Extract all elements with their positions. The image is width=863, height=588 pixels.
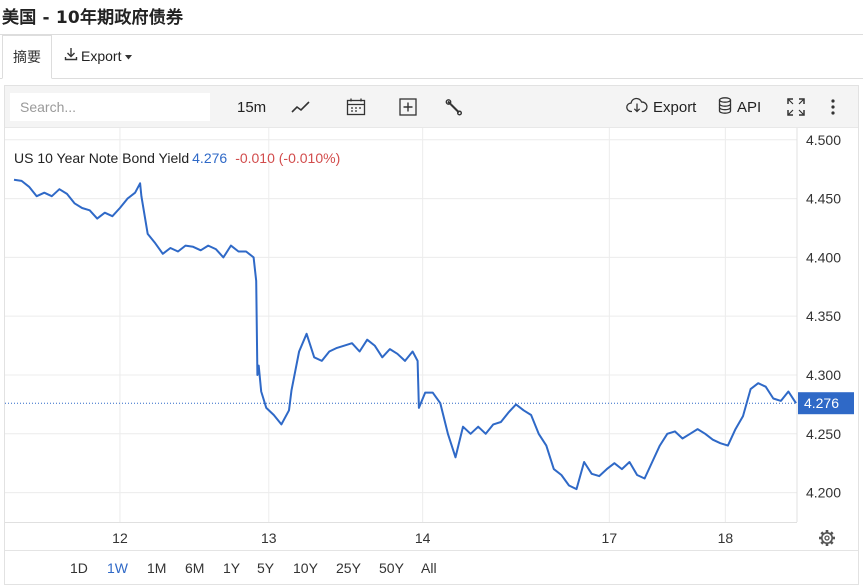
x-tick-label: 17 <box>602 530 618 546</box>
x-tick-label: 18 <box>718 530 734 546</box>
title-divider <box>0 34 863 35</box>
api-button[interactable]: API <box>718 86 761 128</box>
range-1d[interactable]: 1D <box>70 560 88 576</box>
wrench-icon[interactable] <box>445 86 463 128</box>
y-tick-label: 4.500 <box>806 132 841 148</box>
export-button[interactable]: Export <box>626 86 696 128</box>
more-vertical-icon[interactable] <box>830 86 836 128</box>
current-price-tag <box>798 392 854 415</box>
range-selector: 1D 1W 1M 6M 1Y 5Y 10Y 25Y 50Y All <box>5 550 858 585</box>
export-button-label: Export <box>653 98 697 116</box>
line-chart-icon[interactable] <box>291 86 311 128</box>
chart-panel: 15m Export API <box>4 85 859 585</box>
x-tick-label: 14 <box>415 530 431 546</box>
x-tick-label: 12 <box>112 530 128 546</box>
range-50y[interactable]: 50Y <box>379 560 404 576</box>
range-1m[interactable]: 1M <box>147 560 167 576</box>
y-tick-label: 4.300 <box>806 367 841 383</box>
cloud-download-icon <box>626 97 648 117</box>
legend-change: -0.010 (-0.010%) <box>235 150 341 166</box>
search-input[interactable] <box>10 93 210 121</box>
fullscreen-icon[interactable] <box>787 86 805 128</box>
tab-summary[interactable]: 摘要 <box>2 35 52 79</box>
y-tick-label: 4.400 <box>806 249 841 265</box>
y-tick-label: 4.350 <box>806 308 841 324</box>
legend-series-name: US 10 Year Note Bond Yield <box>14 150 190 166</box>
range-25y[interactable]: 25Y <box>336 560 361 576</box>
yield-chart[interactable]: 4.200 4.250 4.300 4.350 4.400 4.450 4.500 12 13 1… <box>5 128 858 550</box>
y-tick-label: 4.250 <box>806 426 841 442</box>
export-dropdown[interactable]: Export <box>64 47 133 64</box>
range-5y[interactable]: 5Y <box>257 560 275 576</box>
page-title: 美国 - 10年期政府债券 <box>2 8 184 28</box>
y-tick-label: 4.450 <box>806 191 841 207</box>
download-icon <box>64 47 78 64</box>
tab-row: 摘要 Export <box>0 35 863 79</box>
current-price-label: 4.276 <box>804 395 839 411</box>
series-line <box>13 178 797 491</box>
y-tick-label: 4.200 <box>806 485 841 501</box>
plot-area[interactable]: 4.200 4.250 4.300 4.350 4.400 4.450 4.500 12 13 1… <box>5 128 858 550</box>
chart-toolbar: 15m Export API <box>5 86 858 128</box>
range-1y[interactable]: 1Y <box>223 560 241 576</box>
api-button-label: API <box>737 98 762 116</box>
range-6m[interactable]: 6M <box>185 560 205 576</box>
add-box-icon[interactable] <box>399 86 417 128</box>
database-icon <box>718 96 732 118</box>
settings-gear-icon[interactable] <box>819 530 835 546</box>
chart-legend: US 10 Year Note Bond Yield 4.276 -0.010 (-… <box>14 150 340 166</box>
x-tick-label: 13 <box>261 530 277 546</box>
calendar-icon[interactable] <box>346 86 366 128</box>
export-dropdown-label: Export <box>81 47 122 64</box>
range-all[interactable]: All <box>421 560 437 576</box>
legend-value: 4.276 <box>192 150 228 166</box>
range-1w[interactable]: 1W <box>107 560 128 576</box>
caret-down-icon <box>124 48 133 64</box>
range-10y[interactable]: 10Y <box>293 560 318 576</box>
interval-selector[interactable]: 15m <box>237 98 267 116</box>
